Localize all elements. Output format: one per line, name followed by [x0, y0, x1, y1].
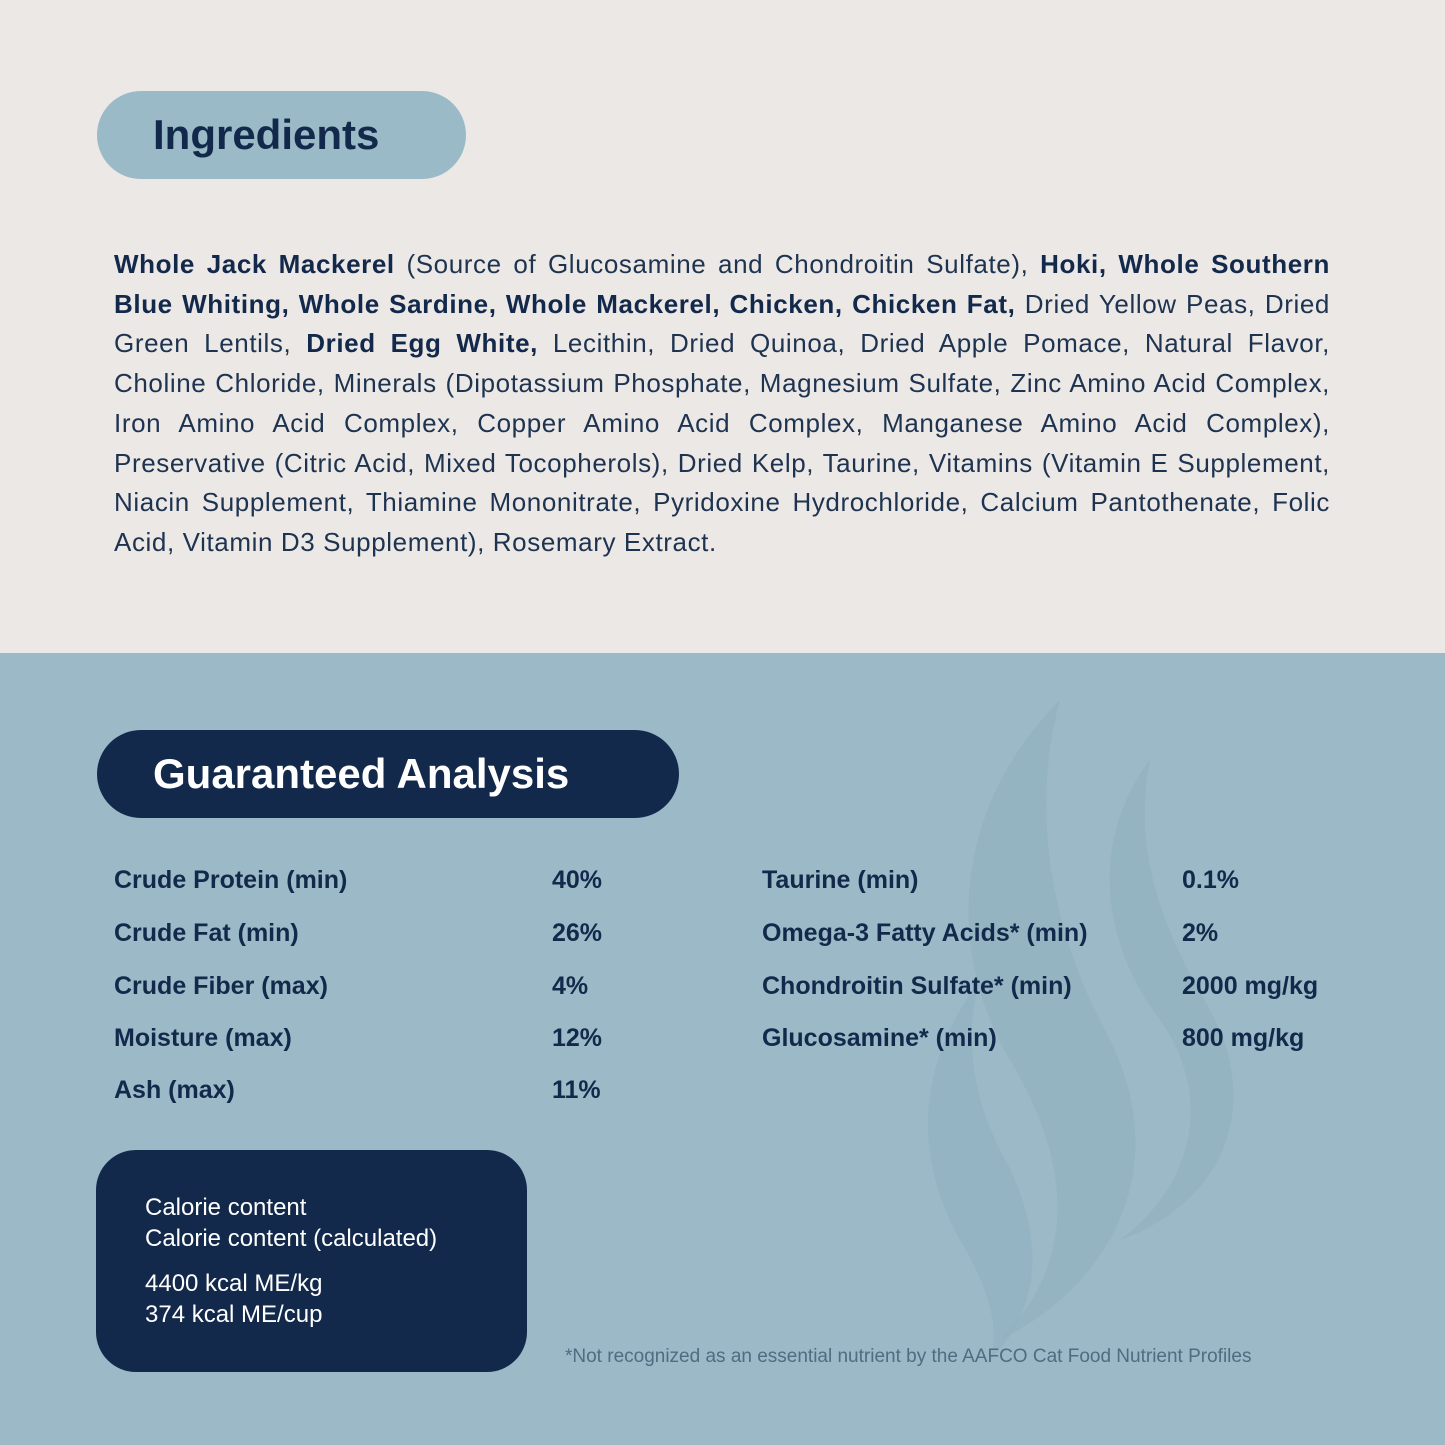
analysis-label: Taurine (min) — [762, 866, 919, 894]
analysis-value: 26% — [552, 919, 603, 947]
analysis-value: 40% — [552, 866, 603, 894]
analysis-value: 0.1% — [1182, 866, 1239, 894]
analysis-value: 800 mg/kg — [1182, 1024, 1305, 1052]
calorie-content-box: Calorie content Calorie content (calcula… — [96, 1150, 527, 1372]
analysis-value: 12% — [552, 1024, 603, 1052]
ingredient-highlight: Hoki, Whole Southern Blue Whiting, Whole… — [114, 249, 1330, 319]
calorie-per-kg: 4400 kcal ME/kg — [145, 1270, 323, 1297]
footnote: *Not recognized as an essential nutrient… — [565, 1346, 1252, 1367]
analysis-label: Moisture (max) — [114, 1024, 292, 1052]
ingredients-list: Whole Jack Mackerel (Source of Glucosami… — [114, 245, 1330, 563]
analysis-value: 2000 mg/kg — [1182, 972, 1319, 1000]
analysis-label: Glucosamine* (min) — [762, 1024, 997, 1052]
analysis-value: 4% — [552, 972, 589, 1000]
calorie-per-cup: 374 kcal ME/cup — [145, 1301, 323, 1328]
analysis-label: Ash (max) — [114, 1076, 235, 1104]
ingredient-highlight: Dried Egg White, — [306, 328, 538, 359]
analysis-label: Omega-3 Fatty Acids* (min) — [762, 919, 1088, 947]
analysis-label: Crude Fat (min) — [114, 919, 299, 947]
ingredients-title: Ingredients — [97, 91, 466, 179]
ingredient-highlight: Whole Jack Mackerel — [114, 249, 395, 279]
analysis-label: Crude Protein (min) — [114, 866, 348, 894]
calorie-label: Calorie content — [145, 1194, 307, 1221]
ingredient-text: Dried Yellow Peas, Dried Green Lentils, — [114, 288, 1330, 359]
calorie-calculated-label: Calorie content (calculated) — [145, 1225, 438, 1252]
analysis-label: Chondroitin Sulfate* (min) — [762, 972, 1072, 1000]
ingredient-text: Lecithin, Dried Quinoa, Dried Apple Poma… — [114, 328, 1330, 557]
flame-swirl-icon — [927, 700, 1234, 1360]
analysis-value: 2% — [1182, 919, 1219, 947]
guaranteed-analysis-title: Guaranteed Analysis — [97, 730, 679, 818]
analysis-value: 11% — [552, 1076, 601, 1104]
analysis-label: Crude Fiber (max) — [114, 972, 328, 1000]
ingredient-text: (Source of Glucosamine and Chondroitin S… — [394, 249, 1041, 279]
